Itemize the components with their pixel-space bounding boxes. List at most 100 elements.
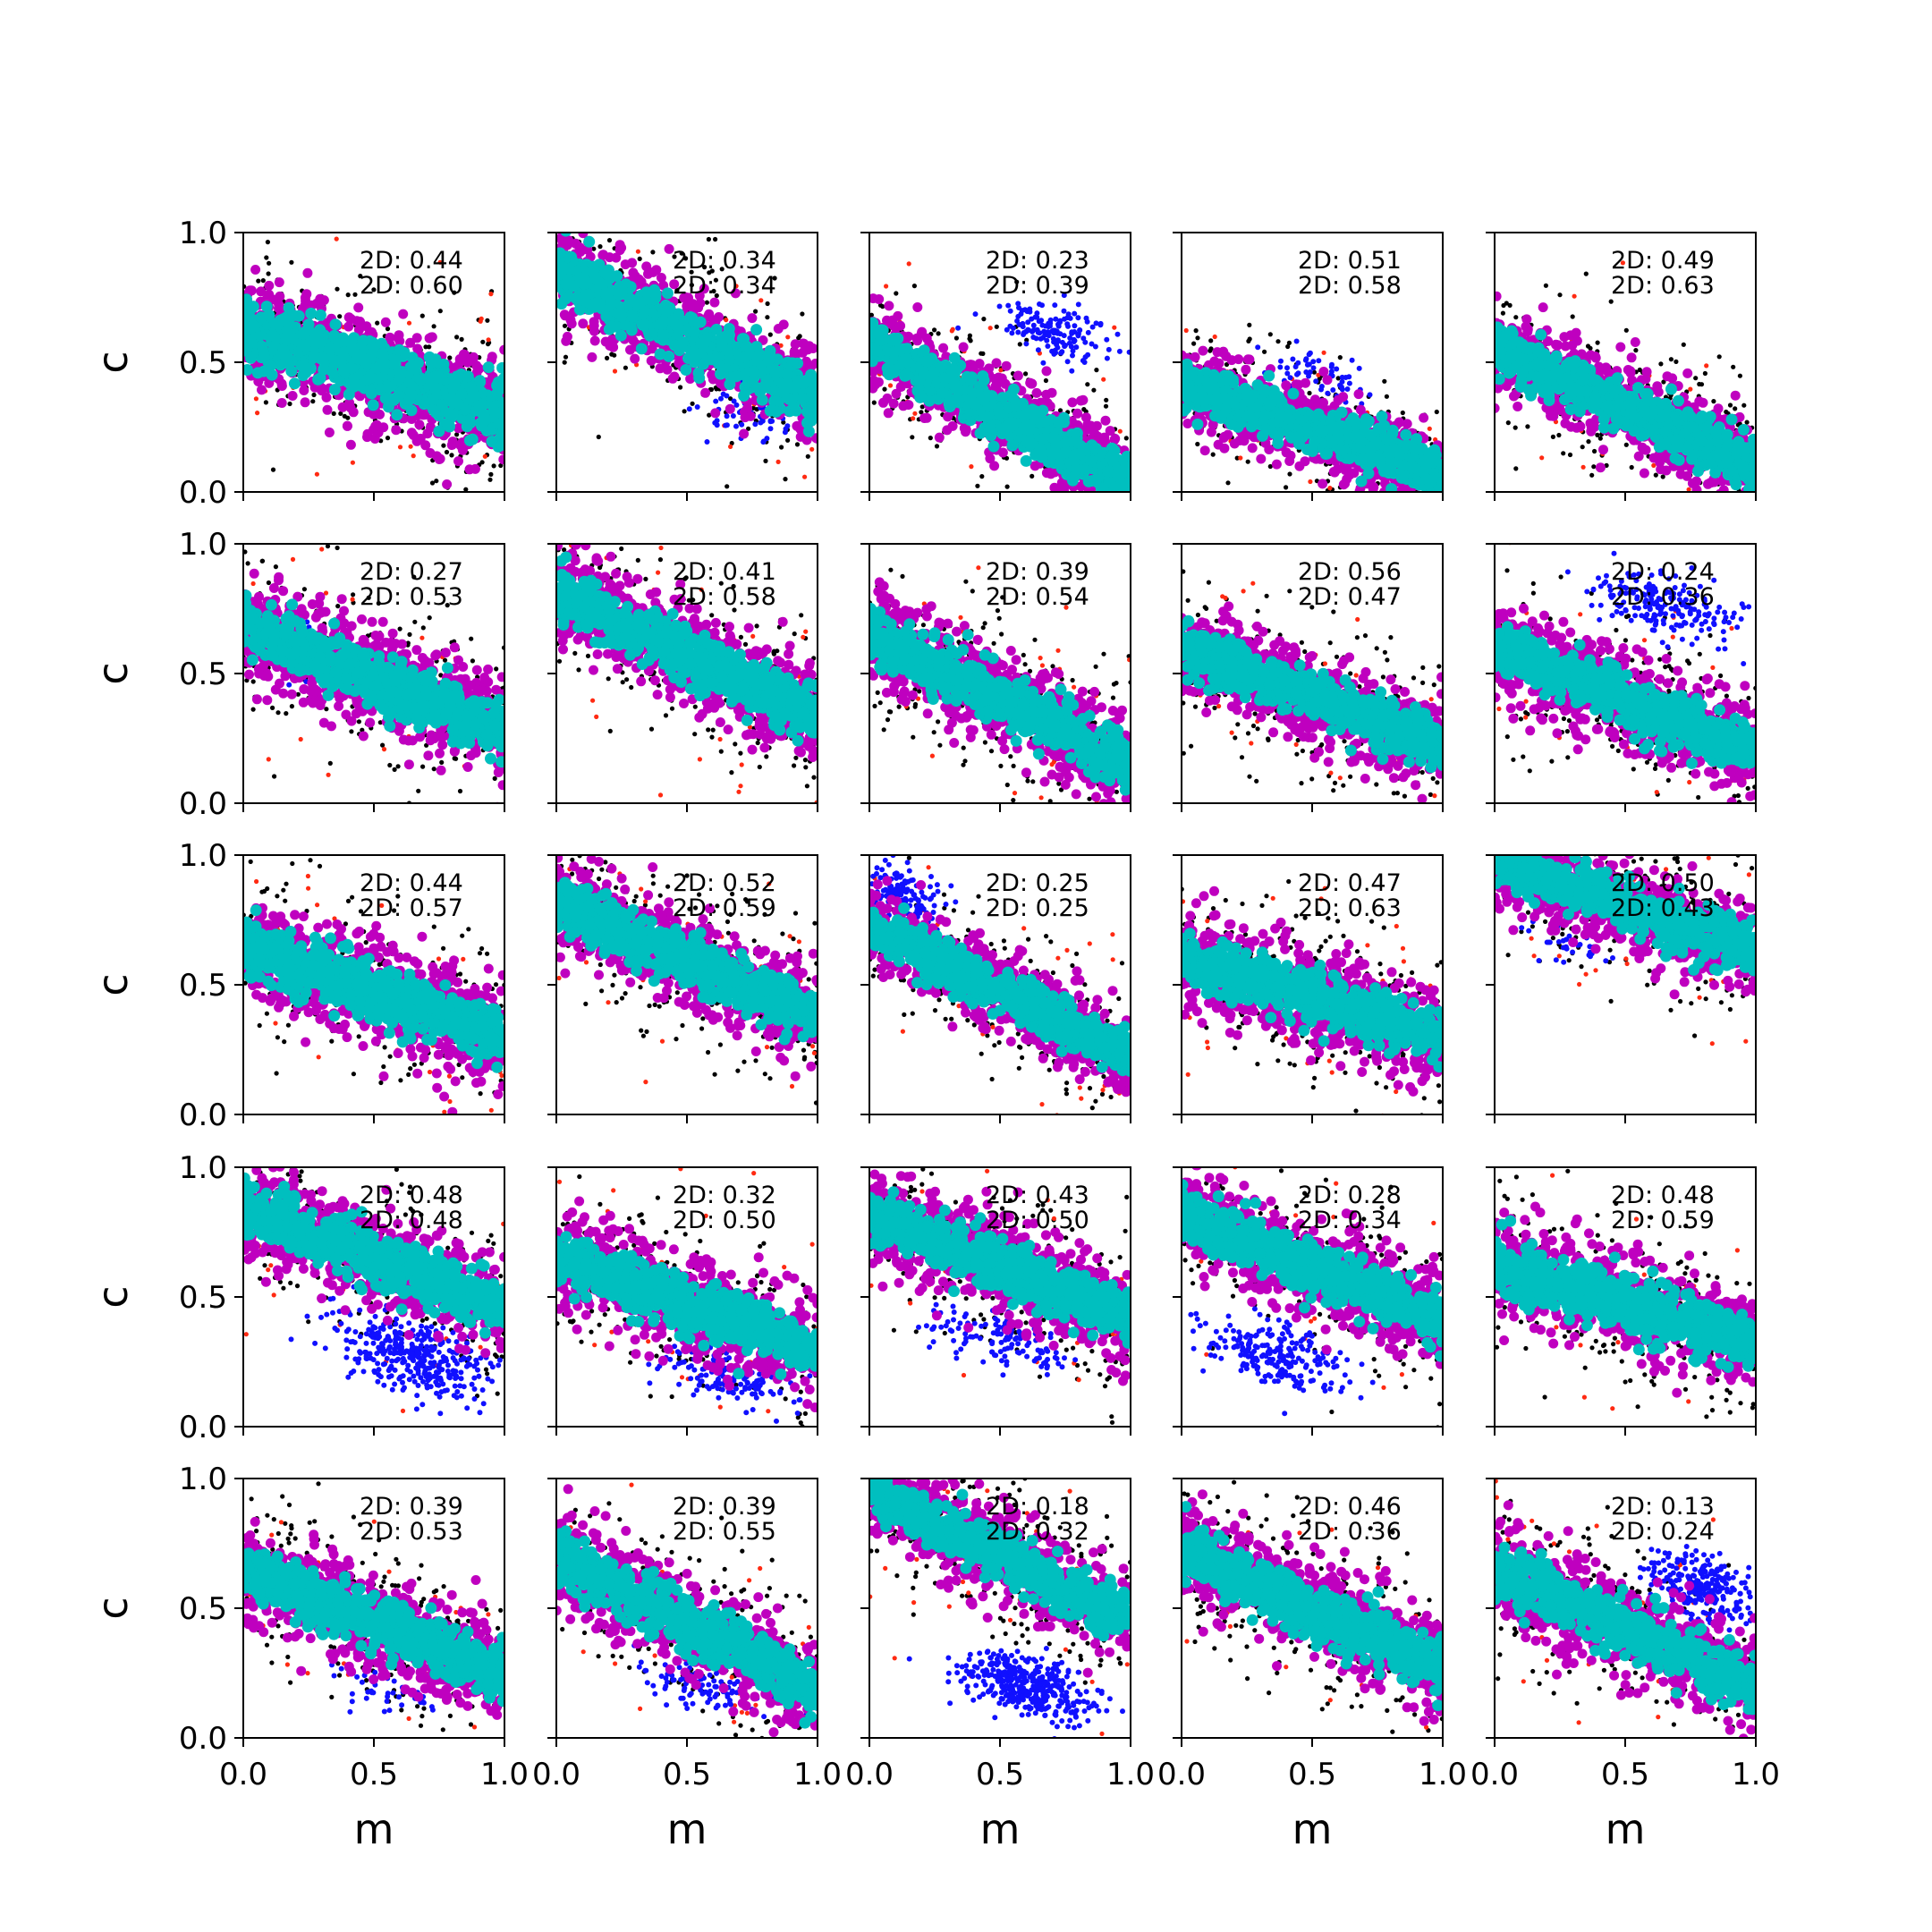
- point-band: [566, 318, 577, 329]
- point-core: [260, 301, 273, 313]
- point-band: [414, 419, 425, 430]
- point-core: [336, 335, 349, 348]
- point-band: [391, 425, 402, 436]
- point-band: [664, 243, 674, 254]
- point-cluster: [1069, 368, 1075, 374]
- point-band: [627, 258, 638, 268]
- point-cluster: [1041, 328, 1047, 335]
- point-core: [357, 335, 369, 347]
- point-core: [251, 367, 264, 379]
- point-core: [980, 411, 993, 423]
- point-outer: [1057, 408, 1063, 413]
- point-outer: [488, 471, 494, 478]
- point-outer: [562, 323, 568, 328]
- point-outer: [781, 419, 786, 425]
- point-low: [911, 416, 916, 421]
- point-core: [556, 268, 567, 280]
- point-band: [614, 240, 625, 250]
- point-core: [600, 310, 613, 323]
- point-band: [630, 353, 640, 364]
- point-band: [1001, 360, 1012, 371]
- point-core: [697, 339, 709, 352]
- y-tick-label: 1.0: [179, 216, 227, 251]
- point-outer: [311, 392, 317, 398]
- point-outer: [454, 335, 460, 340]
- scatter-points: [869, 261, 1131, 492]
- point-cluster: [1093, 320, 1099, 326]
- point-outer: [794, 442, 801, 447]
- point-outer: [674, 288, 680, 293]
- point-core: [1020, 454, 1032, 467]
- point-core: [666, 315, 679, 327]
- point-core: [697, 358, 709, 370]
- point-outer: [882, 386, 887, 392]
- point-band: [321, 392, 332, 402]
- point-band: [442, 479, 453, 489]
- point-band: [644, 267, 655, 278]
- point-outer: [563, 354, 569, 360]
- point-band: [578, 318, 589, 329]
- point-core: [776, 377, 789, 389]
- point-outer: [287, 401, 292, 407]
- point-cluster: [1038, 318, 1045, 324]
- point-cluster: [1035, 347, 1041, 353]
- point-cluster: [1050, 327, 1056, 334]
- point-outer: [623, 365, 629, 370]
- point-band: [362, 432, 372, 443]
- point-outer: [936, 331, 941, 336]
- point-core: [487, 411, 500, 423]
- point-band: [745, 411, 756, 421]
- point-core: [724, 353, 735, 366]
- point-outer: [746, 426, 751, 431]
- point-cluster: [1040, 360, 1046, 366]
- point-core: [474, 375, 486, 387]
- point-cluster: [759, 418, 766, 424]
- point-core: [367, 399, 379, 411]
- point-band: [747, 313, 758, 324]
- point-core: [433, 425, 445, 437]
- point-cluster: [704, 439, 710, 445]
- point-core: [754, 386, 767, 398]
- point-outer: [689, 269, 694, 275]
- point-outer: [331, 411, 336, 416]
- point-band: [912, 335, 923, 346]
- point-band: [943, 411, 953, 422]
- point-outer: [1030, 473, 1035, 479]
- scatter-points: [556, 233, 818, 489]
- point-low: [1101, 377, 1106, 382]
- point-cluster: [1023, 341, 1030, 347]
- point-cluster: [1097, 322, 1104, 328]
- point-core: [360, 374, 373, 386]
- point-outer: [919, 410, 924, 415]
- point-core: [497, 372, 504, 385]
- point-cluster: [1083, 315, 1089, 321]
- point-low: [482, 453, 487, 459]
- point-cluster: [694, 404, 700, 410]
- point-outer: [1103, 403, 1109, 409]
- point-band: [1041, 389, 1052, 400]
- point-outer: [423, 344, 428, 350]
- point-band: [1031, 387, 1042, 398]
- point-band: [380, 317, 391, 327]
- point-core: [461, 420, 473, 433]
- point-outer: [452, 290, 457, 295]
- point-outer: [797, 334, 802, 339]
- point-band: [656, 273, 666, 283]
- point-outer: [491, 463, 496, 469]
- point-core: [613, 307, 625, 319]
- point-outer: [267, 260, 272, 266]
- point-low: [408, 444, 413, 449]
- point-cluster: [1044, 337, 1050, 343]
- point-core: [377, 348, 389, 360]
- point-band: [454, 357, 465, 368]
- point-cluster: [1059, 349, 1065, 355]
- point-low: [479, 316, 484, 321]
- point-cluster: [1072, 310, 1078, 317]
- point-outer: [310, 399, 316, 404]
- panel-annotation: 2D: 0.34: [673, 272, 776, 300]
- point-outer: [487, 477, 493, 482]
- point-outer: [479, 460, 485, 465]
- point-cluster: [733, 402, 740, 408]
- point-core: [496, 439, 504, 451]
